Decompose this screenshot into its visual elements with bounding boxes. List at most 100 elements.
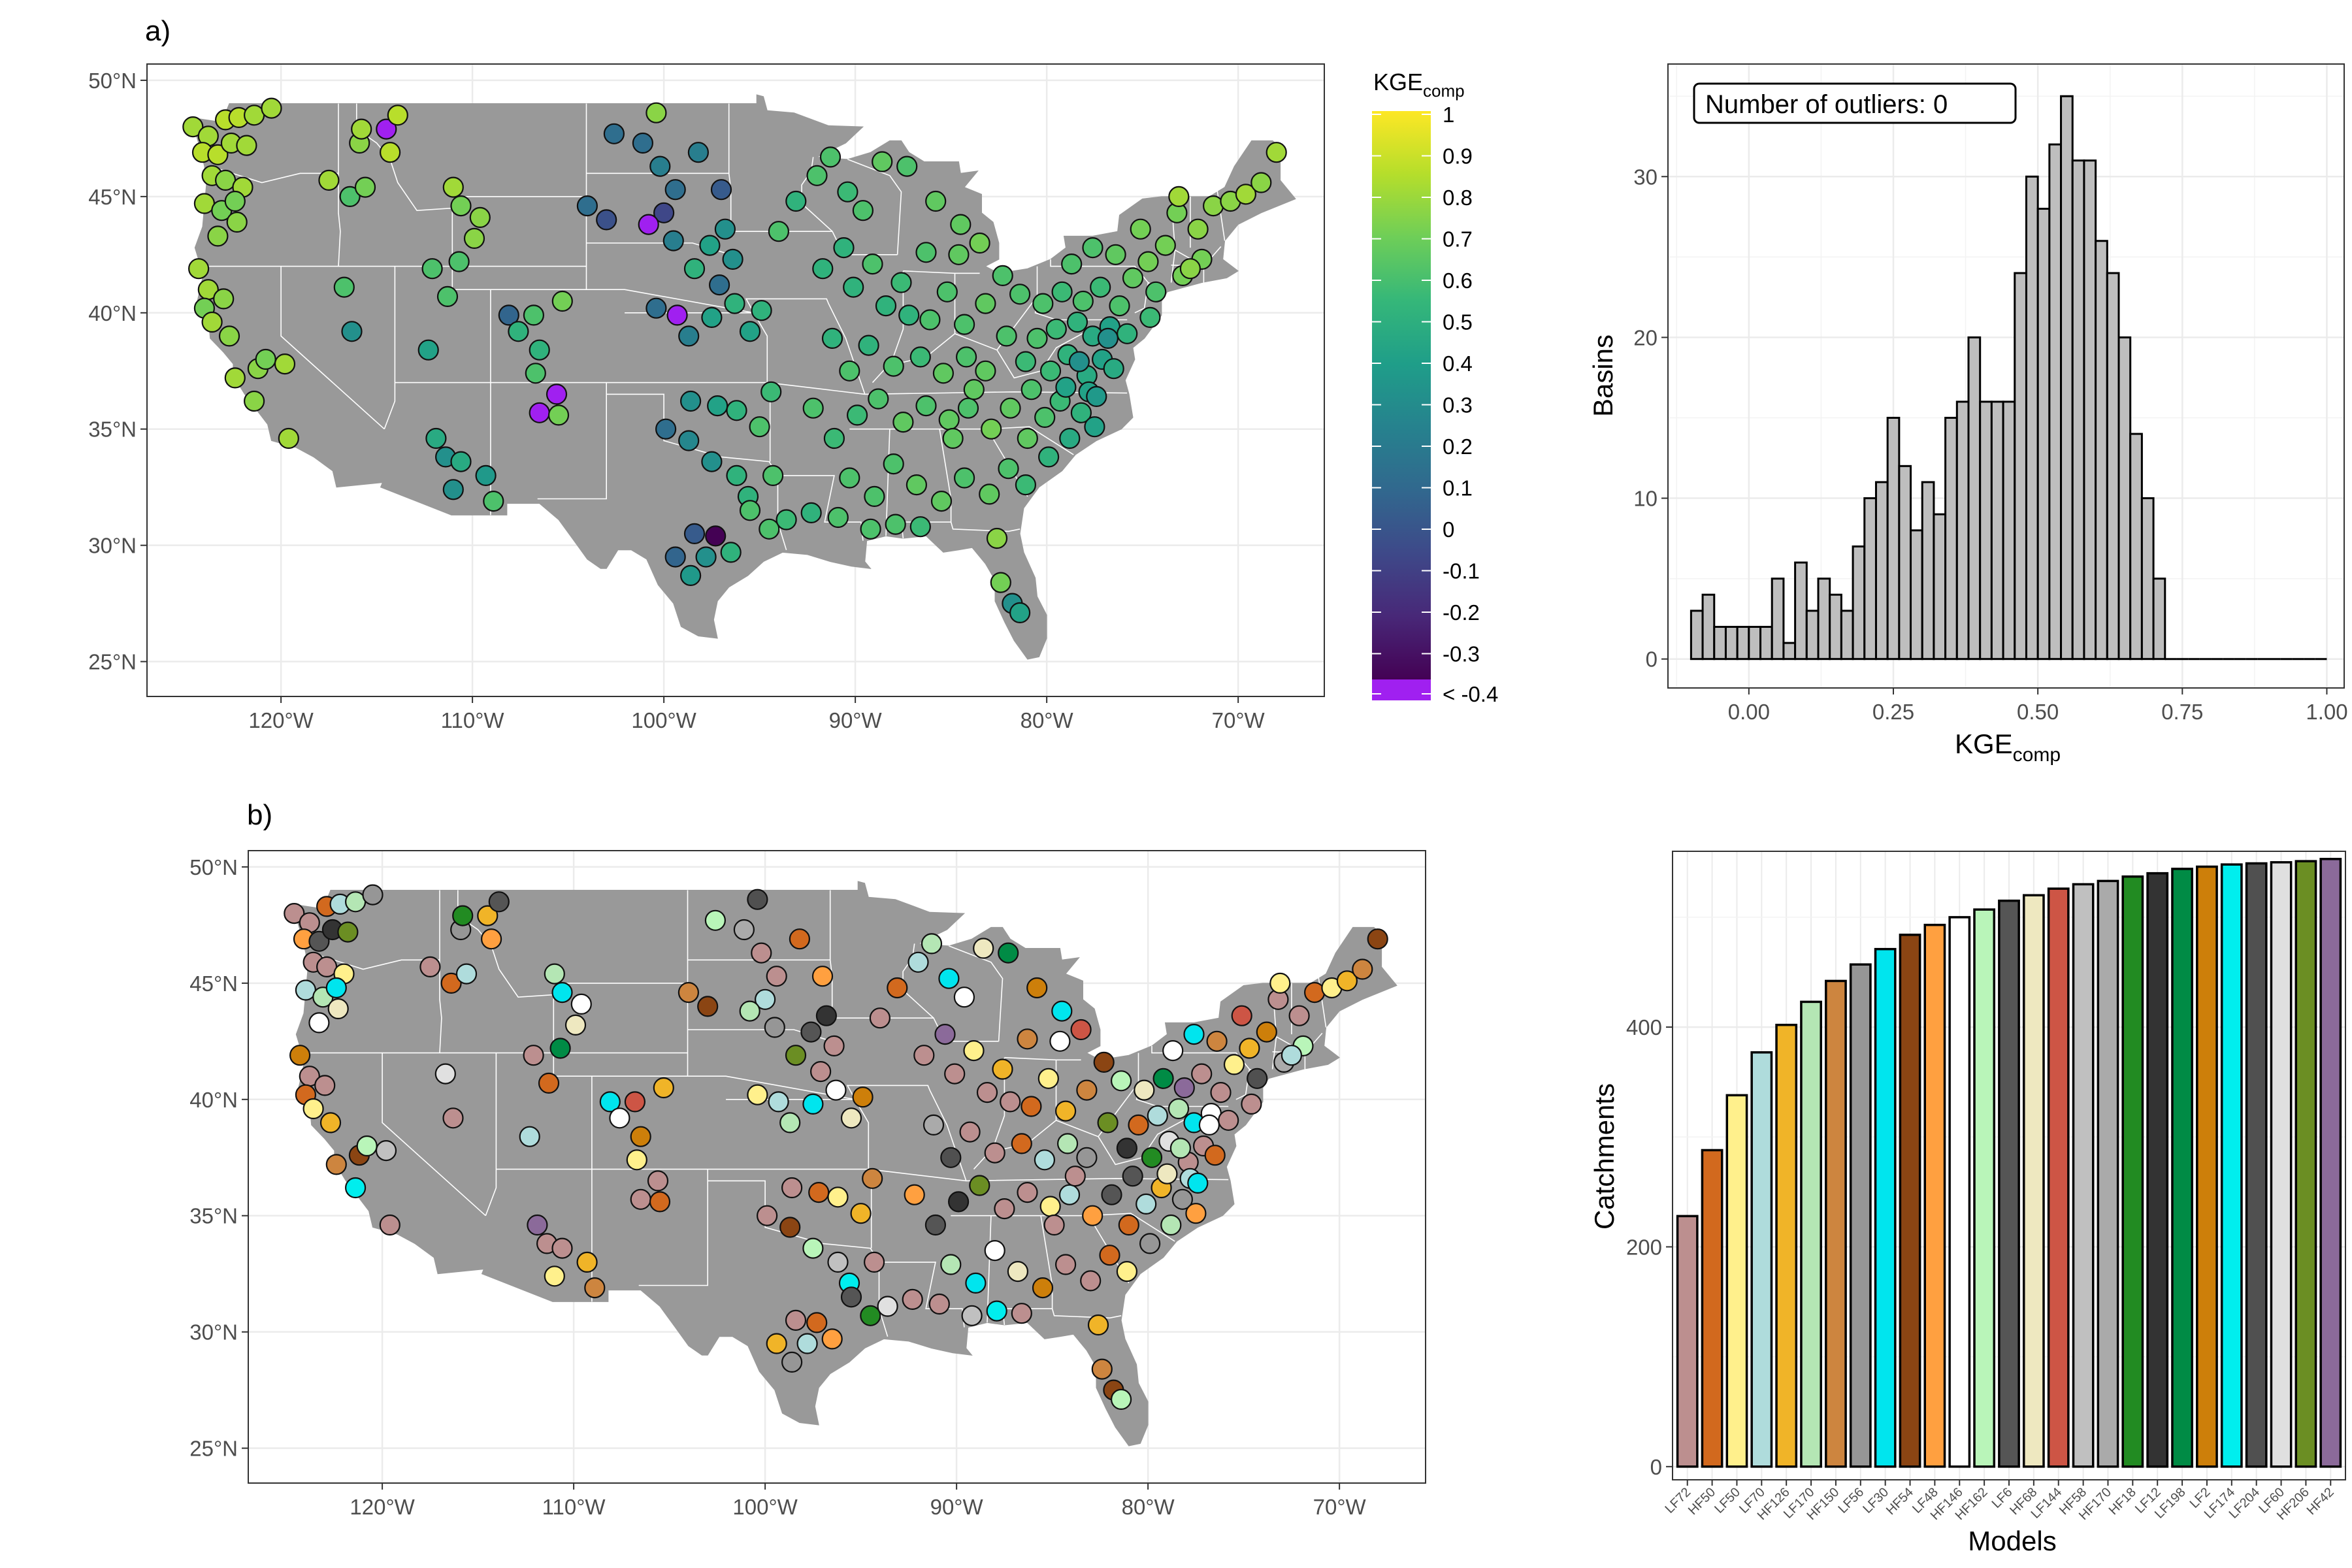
model-point (519, 1126, 540, 1147)
model-point (827, 1251, 849, 1273)
bars-bars (1676, 858, 2342, 1468)
colorbar (1372, 111, 1431, 679)
model-point (1183, 1023, 1205, 1045)
kge-point (1154, 235, 1176, 256)
model-point (678, 981, 700, 1004)
kge-point (806, 165, 828, 186)
kge-point (224, 367, 246, 389)
kge-point (436, 286, 459, 307)
model-point (869, 1007, 891, 1029)
model-point (599, 1091, 621, 1113)
kge-point (529, 402, 550, 423)
model-point (1122, 1166, 1143, 1187)
map-b-xtick-label: 110°W (542, 1495, 606, 1519)
map-b-state-border (846, 1085, 967, 1181)
outliers-annotation: Number of outliers: 0 (1693, 82, 2017, 124)
hist-bars (1690, 95, 2327, 661)
hist-bar (2060, 95, 2074, 661)
kge-point (547, 404, 570, 426)
model-point (1076, 1147, 1098, 1168)
colorbar-label: 0.8 (1443, 186, 1473, 210)
kge-point (955, 346, 977, 368)
model-point (815, 1005, 838, 1026)
map-a-xtick-label: 110°W (441, 708, 505, 732)
model-bar-lf144 (2047, 887, 2070, 1468)
kge-point (1103, 358, 1124, 380)
kge-point (649, 155, 671, 177)
colorbar-label: 0.7 (1443, 227, 1473, 252)
model-point (1198, 1114, 1220, 1136)
hist-bar (1955, 400, 1970, 661)
model-point (1058, 1184, 1081, 1205)
kge-point (963, 379, 985, 400)
kge-point (930, 490, 953, 512)
hist-xlabel-main: KGE (1955, 728, 2013, 759)
kge-point (653, 202, 675, 223)
model-point (624, 1091, 646, 1113)
model-bar-lf198 (2171, 868, 2193, 1468)
kge-point (207, 144, 229, 165)
model-point (1034, 1149, 1056, 1171)
kge-point (998, 458, 1019, 480)
kge-point (523, 304, 545, 326)
model-point (1281, 1045, 1303, 1066)
model-bar-lf170 (1800, 1000, 1822, 1468)
map-a-ytick-label: 40°N (88, 301, 137, 325)
map-b-state-border (949, 945, 1004, 1041)
model-point (802, 1093, 824, 1115)
kge-point (678, 325, 700, 347)
model-point (1039, 1196, 1061, 1217)
map-a-state-border (885, 429, 890, 536)
model-point (289, 1045, 311, 1066)
kge-point (679, 564, 702, 587)
kge-point (379, 142, 401, 163)
model-bar-hf68 (2022, 894, 2045, 1468)
model-point (1017, 1028, 1038, 1050)
kge-point (666, 304, 688, 326)
legend-title-main: KGE (1373, 69, 1423, 95)
model-point (1007, 1260, 1029, 1282)
model-bar-hf170 (2097, 879, 2119, 1468)
model-bar-hf58 (2072, 883, 2095, 1468)
model-point (1101, 1184, 1122, 1205)
kge-point (986, 527, 1008, 549)
hist-ytick-label: 30 (1633, 165, 1658, 189)
legend-title-sub: comp (1423, 81, 1465, 101)
model-bar-hf206 (2295, 860, 2317, 1468)
hist-bar (1840, 610, 1854, 661)
kge-point (683, 523, 706, 545)
hist-bar (2129, 433, 2143, 661)
kge-point (1017, 427, 1038, 449)
model-point (1116, 1260, 1138, 1282)
colorbar-label: 0.6 (1443, 269, 1473, 293)
model-point (808, 1181, 830, 1203)
model-point (434, 1063, 456, 1085)
model-bar-lf174 (2220, 863, 2243, 1468)
model-point (1064, 1166, 1086, 1187)
model-point (488, 891, 510, 913)
kge-point (990, 572, 1011, 593)
kge-point (255, 348, 276, 370)
model-point (442, 1107, 464, 1129)
model-point (1210, 1081, 1232, 1103)
model-point (998, 942, 1019, 964)
model-point (325, 1154, 347, 1175)
kge-point (469, 206, 491, 228)
map-a-state-border (847, 159, 902, 255)
model-point (570, 993, 592, 1015)
colorbar-label: 1 (1443, 103, 1454, 127)
kge-point (890, 272, 912, 293)
kge-point (1055, 376, 1077, 398)
model-point (1051, 1000, 1073, 1022)
kge-point (1051, 281, 1073, 302)
hist-bar (1852, 545, 1866, 661)
map-a-state-border (537, 382, 608, 500)
bars-ylabel: Catchments (1589, 1083, 1620, 1230)
kge-map-panel: 120°W 110°W 100°W 90°W 80°W 70°W 25°N 30°N 35°N 4… (88, 63, 1325, 732)
kge-point (655, 418, 677, 440)
kge-point (975, 293, 996, 314)
kge-point (701, 451, 723, 472)
kge-point (720, 542, 742, 563)
hist-bar (1794, 561, 1808, 661)
model-bar-hf150 (1825, 979, 1847, 1468)
